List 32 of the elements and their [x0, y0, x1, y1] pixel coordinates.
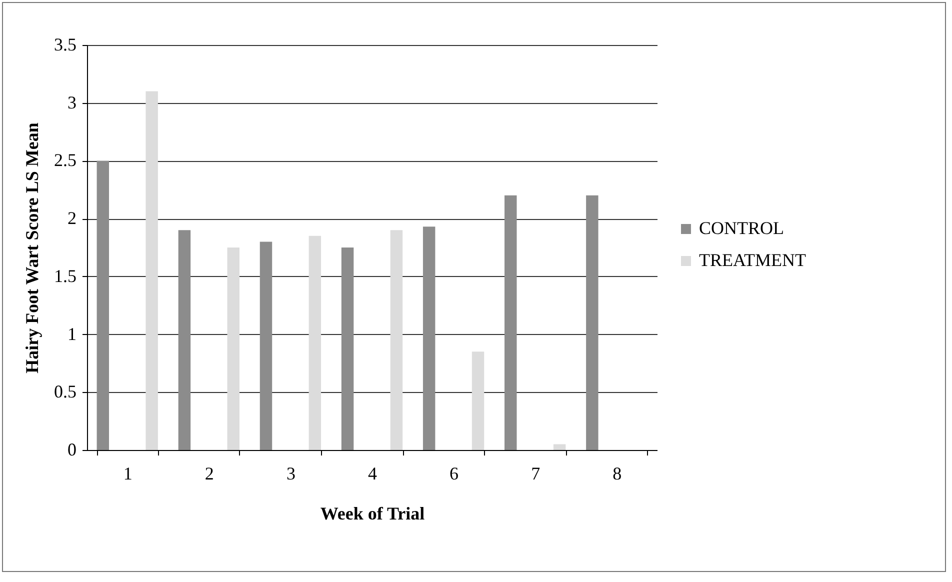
bar	[472, 352, 484, 450]
x-tick-label: 7	[531, 464, 540, 484]
x-tick-label: 1	[123, 464, 132, 484]
bar	[422, 226, 436, 450]
bar	[553, 444, 566, 450]
y-tick-label: 0.5	[54, 382, 76, 402]
y-tick-label: 1	[68, 324, 76, 344]
legend-label: TREATMENT	[699, 250, 806, 270]
bar	[178, 230, 191, 450]
bar	[260, 242, 272, 450]
bar	[504, 195, 517, 450]
x-tick-label: 4	[368, 464, 377, 484]
x-tick-label: 6	[450, 464, 459, 484]
y-tick-label: 2.5	[54, 150, 76, 170]
bar	[227, 248, 240, 450]
y-axis-title: Hairy Foot Wart Score LS Mean	[22, 122, 42, 374]
bar	[390, 230, 403, 450]
x-tick-label: 3	[286, 464, 296, 484]
x-axis-title: Week of Trial	[320, 504, 425, 524]
y-tick-label: 0	[68, 440, 76, 460]
bar	[146, 91, 158, 450]
y-tick-label: 1.5	[54, 266, 76, 286]
x-tick-label: 2	[204, 464, 214, 484]
legend-label: CONTROL	[699, 218, 784, 238]
bar	[586, 195, 598, 450]
bar	[341, 248, 354, 450]
bar	[96, 160, 110, 450]
y-tick-label: 3.5	[54, 34, 76, 54]
y-tick-label: 2	[68, 208, 76, 228]
bar	[308, 236, 322, 450]
x-tick-label: 8	[612, 464, 622, 484]
y-tick-label: 3	[68, 92, 76, 112]
